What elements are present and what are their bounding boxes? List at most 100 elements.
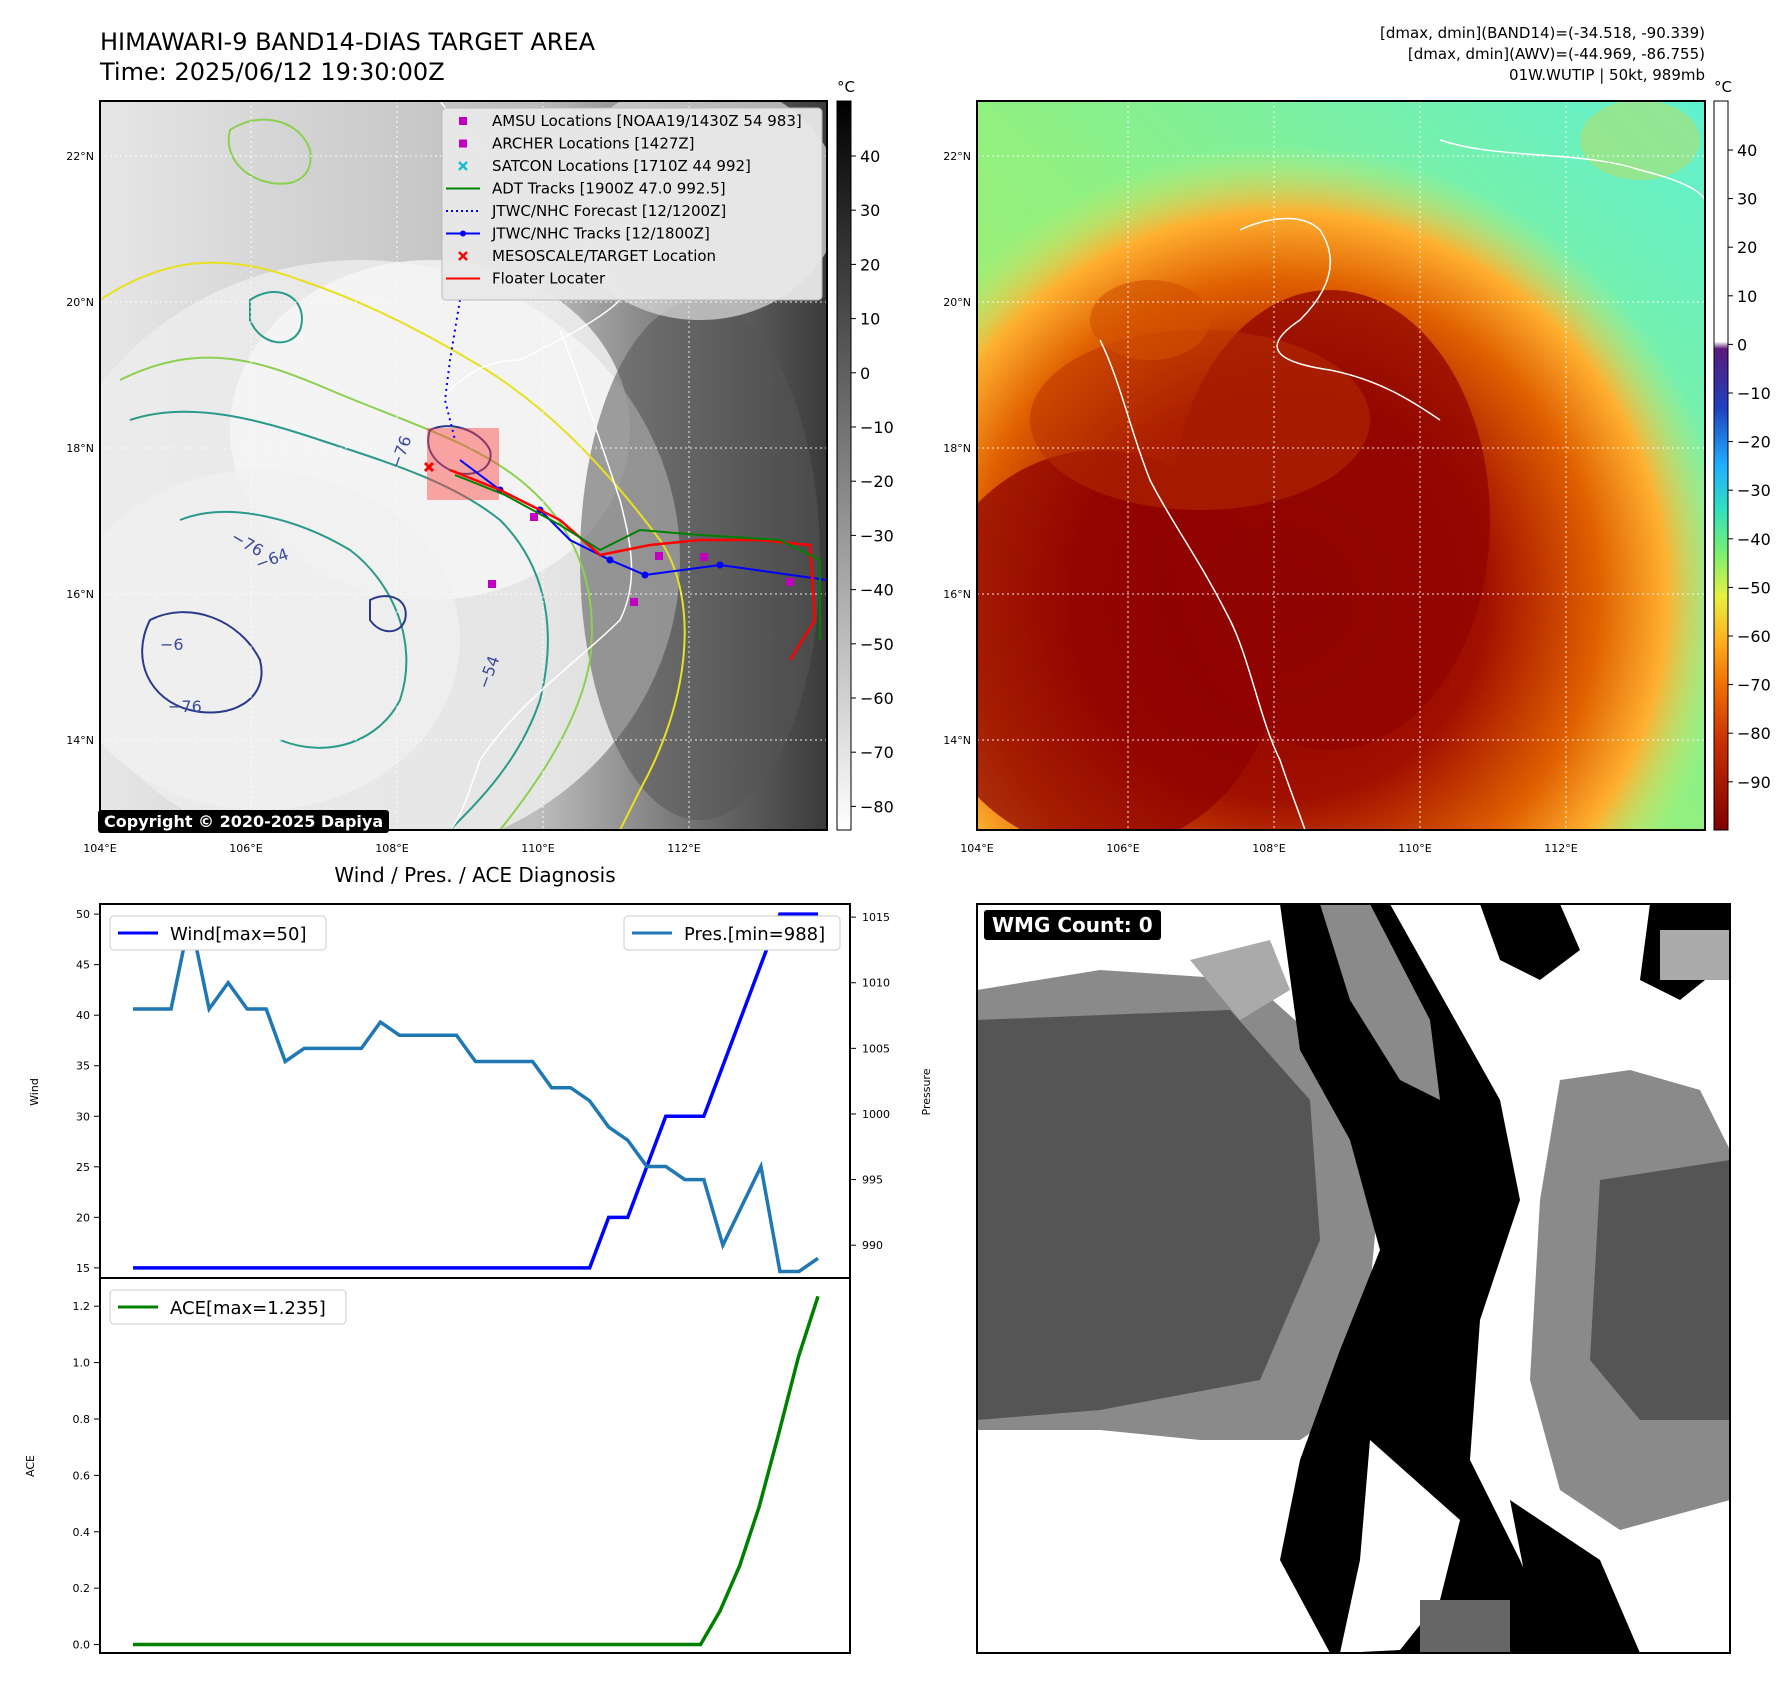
colorbar-tick-label: −90 xyxy=(1737,773,1771,792)
wind-series-line xyxy=(133,912,818,1270)
ace-tick-label: 1.2 xyxy=(73,1300,91,1313)
colorbar-tick-label: −30 xyxy=(1737,481,1771,500)
svg-text:Wind[max=50]: Wind[max=50] xyxy=(170,924,307,945)
pressure-tick-label: 995 xyxy=(862,1174,883,1187)
map-legend: AMSU Locations [NOAA19/1430Z 54 983] ARCH… xyxy=(441,107,823,301)
pressure-axis-label: Pressure xyxy=(920,1068,933,1115)
wind-tick-label: 30 xyxy=(76,1110,90,1123)
chart-title: HIMAWARI-9 BAND14-DIAS TARGET AREA xyxy=(100,28,596,56)
legend-marker-square xyxy=(459,139,467,148)
colorbar-tick-label: −50 xyxy=(860,635,894,654)
lat-tick-label: 22°N xyxy=(66,150,94,163)
colorbar-tick-label: −20 xyxy=(860,472,894,491)
legend-label: AMSU Locations [NOAA19/1430Z 54 983] xyxy=(492,112,802,130)
colorbar-tick-label: −10 xyxy=(860,418,894,437)
left-colorbar xyxy=(836,100,852,831)
lat-tick-label: 18°N xyxy=(943,442,971,455)
ace-series-line xyxy=(133,1295,820,1647)
legend-label: ARCHER Locations [1427Z] xyxy=(492,135,695,153)
lat-tick-label: 20°N xyxy=(943,296,971,309)
info-line-2: [dmax, dmin](AWV)=(-44.969, -86.755) xyxy=(1408,45,1705,63)
wmg-panel xyxy=(977,904,1730,1653)
lon-tick-label: 104°E xyxy=(83,842,116,855)
legend-label: JTWC/NHC Tracks [12/1800Z] xyxy=(491,225,710,243)
ace-tick-label: 0.0 xyxy=(73,1639,91,1652)
pressure-tick-label: 1005 xyxy=(862,1042,890,1055)
legend-marker-dot xyxy=(460,230,466,237)
svg-text:ACE[max=1.235]: ACE[max=1.235] xyxy=(170,1298,326,1319)
wind-tick-label: 35 xyxy=(76,1060,90,1073)
info-line-3: 01W.WUTIP | 50kt, 989mb xyxy=(1509,66,1705,84)
colorbar-tick-label: 10 xyxy=(1737,287,1757,306)
colorbar-tick-label: −40 xyxy=(860,581,894,600)
colorbar-tick-label: 0 xyxy=(860,364,870,383)
pressure-legend: Pres.[min=988] xyxy=(623,915,841,951)
lat-tick-label: 18°N xyxy=(66,442,94,455)
colorbar-tick-label: 30 xyxy=(860,201,880,220)
right-satellite-map xyxy=(977,101,1705,830)
colorbar-tick-label: 10 xyxy=(860,310,880,329)
lon-tick-label: 104°E xyxy=(960,842,993,855)
lat-tick-label: 22°N xyxy=(943,150,971,163)
legend-entry: MESOSCALE/TARGET Location xyxy=(458,247,716,265)
lon-tick-label: 106°E xyxy=(229,842,262,855)
lon-tick-label: 112°E xyxy=(1544,842,1577,855)
colorbar-tick-label: 20 xyxy=(1737,238,1757,257)
legend-entry: SATCON Locations [1710Z 44 992] xyxy=(458,157,751,175)
colorbar-tick-label: −60 xyxy=(860,689,894,708)
colorbar-tick-label: −10 xyxy=(1737,384,1771,403)
wind-tick-label: 45 xyxy=(76,959,90,972)
info-line-1: [dmax, dmin](BAND14)=(-34.518, -90.339) xyxy=(1380,24,1705,42)
legend-label: ADT Tracks [1900Z 47.0 992.5] xyxy=(492,180,726,198)
wind-tick-label: 25 xyxy=(76,1161,90,1174)
diagnosis-title: Wind / Pres. / ACE Diagnosis xyxy=(334,863,615,887)
colorbar-tick-label: −50 xyxy=(1737,578,1771,597)
lon-tick-label: 112°E xyxy=(667,842,700,855)
legend-label: JTWC/NHC Forecast [12/1200Z] xyxy=(491,202,726,220)
chart-time: Time: 2025/06/12 19:30:00Z xyxy=(99,58,445,86)
right-colorbar-unit: °C xyxy=(1714,78,1732,96)
legend-marker-square xyxy=(459,117,467,125)
right-colorbar xyxy=(1713,100,1729,831)
lon-tick-label: 108°E xyxy=(375,842,408,855)
lat-tick-label: 16°N xyxy=(66,588,94,601)
legend-label: MESOSCALE/TARGET Location xyxy=(492,247,716,265)
wind-tick-label: 15 xyxy=(76,1262,90,1275)
colorbar-tick-label: 20 xyxy=(860,255,880,274)
colorbar-tick-label: 0 xyxy=(1737,335,1747,354)
legend-entry: ARCHER Locations [1427Z] xyxy=(459,135,695,153)
legend-label: SATCON Locations [1710Z 44 992] xyxy=(492,157,751,175)
lon-tick-label: 108°E xyxy=(1252,842,1285,855)
colorbar-tick-label: −20 xyxy=(1737,433,1771,452)
legend-entry: JTWC/NHC Tracks [12/1800Z] xyxy=(446,225,710,243)
ace-tick-label: 1.0 xyxy=(73,1357,91,1370)
wind-axis-label: Wind xyxy=(28,1078,41,1106)
ace-axis-label: ACE xyxy=(24,1455,37,1477)
ace-tick-label: 0.8 xyxy=(73,1413,91,1426)
pressure-series-line xyxy=(133,916,819,1274)
colorbar-tick-label: 40 xyxy=(860,147,880,166)
copyright-label: Copyright © 2020-2025 Dapiya xyxy=(98,810,390,833)
colorbar-tick-label: −60 xyxy=(1737,627,1771,646)
pressure-tick-label: 990 xyxy=(862,1239,883,1252)
colorbar-tick-label: −70 xyxy=(1737,676,1771,695)
lon-tick-label: 110°E xyxy=(521,842,554,855)
ace-tick-label: 0.4 xyxy=(73,1526,91,1539)
legend-entry: ADT Tracks [1900Z 47.0 992.5] xyxy=(446,180,726,198)
colorbar-tick-label: −80 xyxy=(1737,724,1771,743)
svg-text:Pres.[min=988]: Pres.[min=988] xyxy=(684,924,825,945)
pressure-tick-label: 1015 xyxy=(862,911,890,924)
legend-entry: JTWC/NHC Forecast [12/1200Z] xyxy=(446,202,726,220)
lat-tick-label: 20°N xyxy=(66,296,94,309)
ace-tick-label: 0.6 xyxy=(73,1469,91,1482)
ace-panel xyxy=(99,1277,851,1654)
contour-label: −76 xyxy=(168,697,202,716)
wind-pressure-panel xyxy=(99,903,851,1279)
legend-marker-x xyxy=(458,251,468,261)
lat-tick-label: 14°N xyxy=(943,734,971,747)
legend-entry: AMSU Locations [NOAA19/1430Z 54 983] xyxy=(459,112,802,130)
left-colorbar-unit: °C xyxy=(837,78,855,96)
lon-tick-label: 106°E xyxy=(1106,842,1139,855)
lat-tick-label: 16°N xyxy=(943,588,971,601)
pressure-tick-label: 1000 xyxy=(862,1108,890,1121)
